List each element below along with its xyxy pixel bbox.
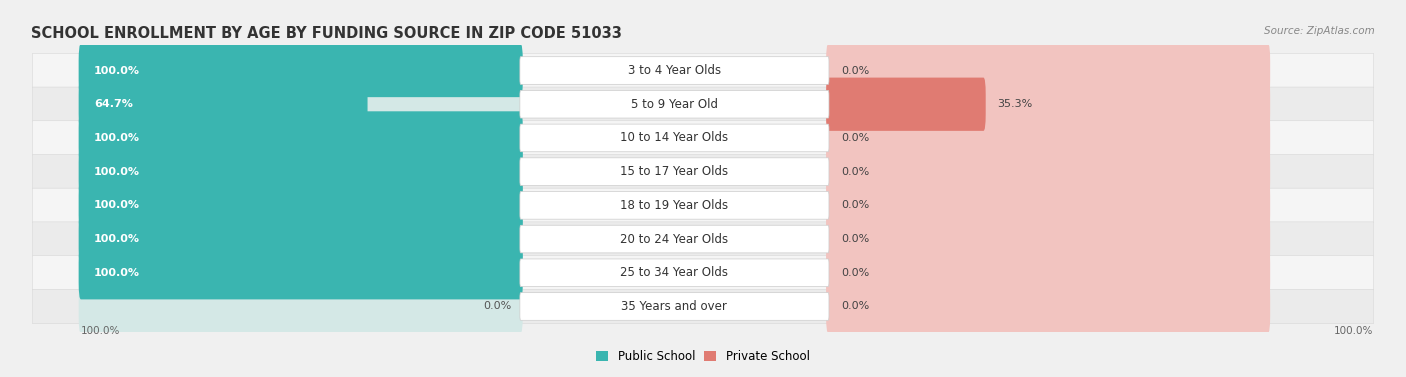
Text: 100.0%: 100.0%	[94, 234, 141, 244]
FancyBboxPatch shape	[520, 293, 830, 320]
Text: 35 Years and over: 35 Years and over	[621, 300, 727, 313]
Text: 100.0%: 100.0%	[82, 326, 121, 336]
Text: 5 to 9 Year Old: 5 to 9 Year Old	[631, 98, 718, 111]
FancyBboxPatch shape	[32, 155, 1374, 189]
FancyBboxPatch shape	[79, 212, 523, 266]
Text: 35.3%: 35.3%	[997, 99, 1032, 109]
Text: 100.0%: 100.0%	[94, 167, 141, 177]
Text: 0.0%: 0.0%	[842, 66, 870, 75]
FancyBboxPatch shape	[79, 145, 523, 198]
Text: 100.0%: 100.0%	[94, 200, 141, 210]
FancyBboxPatch shape	[827, 44, 1270, 97]
FancyBboxPatch shape	[79, 78, 523, 131]
FancyBboxPatch shape	[520, 158, 830, 185]
FancyBboxPatch shape	[520, 90, 830, 118]
FancyBboxPatch shape	[520, 225, 830, 253]
FancyBboxPatch shape	[79, 111, 523, 165]
FancyBboxPatch shape	[32, 289, 1374, 324]
Text: 100.0%: 100.0%	[94, 66, 141, 75]
FancyBboxPatch shape	[79, 111, 523, 165]
FancyBboxPatch shape	[827, 145, 1270, 198]
Text: 20 to 24 Year Olds: 20 to 24 Year Olds	[620, 233, 728, 245]
Text: SCHOOL ENROLLMENT BY AGE BY FUNDING SOURCE IN ZIP CODE 51033: SCHOOL ENROLLMENT BY AGE BY FUNDING SOUR…	[31, 26, 621, 41]
FancyBboxPatch shape	[827, 111, 1270, 165]
Text: 0.0%: 0.0%	[842, 133, 870, 143]
Text: 10 to 14 Year Olds: 10 to 14 Year Olds	[620, 132, 728, 144]
Text: 18 to 19 Year Olds: 18 to 19 Year Olds	[620, 199, 728, 212]
Text: Source: ZipAtlas.com: Source: ZipAtlas.com	[1264, 26, 1375, 37]
FancyBboxPatch shape	[79, 246, 523, 299]
FancyBboxPatch shape	[827, 280, 1270, 333]
FancyBboxPatch shape	[827, 78, 1270, 131]
FancyBboxPatch shape	[520, 57, 830, 84]
FancyBboxPatch shape	[520, 259, 830, 287]
FancyBboxPatch shape	[32, 121, 1374, 155]
FancyBboxPatch shape	[32, 256, 1374, 290]
FancyBboxPatch shape	[79, 179, 523, 232]
Text: 100.0%: 100.0%	[1334, 326, 1374, 336]
FancyBboxPatch shape	[827, 246, 1270, 299]
Text: 0.0%: 0.0%	[842, 167, 870, 177]
FancyBboxPatch shape	[79, 44, 523, 97]
Text: 0.0%: 0.0%	[842, 268, 870, 278]
FancyBboxPatch shape	[32, 53, 1374, 88]
FancyBboxPatch shape	[32, 222, 1374, 256]
Text: 100.0%: 100.0%	[94, 268, 141, 278]
Text: 25 to 34 Year Olds: 25 to 34 Year Olds	[620, 266, 728, 279]
Text: 3 to 4 Year Olds: 3 to 4 Year Olds	[628, 64, 721, 77]
FancyBboxPatch shape	[79, 145, 523, 198]
Legend: Public School, Private School: Public School, Private School	[596, 350, 810, 363]
Text: 0.0%: 0.0%	[484, 302, 512, 311]
Text: 15 to 17 Year Olds: 15 to 17 Year Olds	[620, 165, 728, 178]
FancyBboxPatch shape	[79, 44, 523, 97]
FancyBboxPatch shape	[79, 78, 367, 131]
FancyBboxPatch shape	[827, 78, 986, 131]
FancyBboxPatch shape	[79, 179, 523, 232]
Text: 0.0%: 0.0%	[842, 302, 870, 311]
Text: 0.0%: 0.0%	[842, 200, 870, 210]
FancyBboxPatch shape	[827, 212, 1270, 266]
Text: 0.0%: 0.0%	[842, 234, 870, 244]
FancyBboxPatch shape	[32, 87, 1374, 121]
FancyBboxPatch shape	[79, 280, 523, 333]
FancyBboxPatch shape	[520, 192, 830, 219]
FancyBboxPatch shape	[827, 179, 1270, 232]
FancyBboxPatch shape	[32, 188, 1374, 222]
FancyBboxPatch shape	[79, 212, 523, 266]
FancyBboxPatch shape	[520, 124, 830, 152]
Text: 100.0%: 100.0%	[94, 133, 141, 143]
FancyBboxPatch shape	[79, 246, 523, 299]
Text: 64.7%: 64.7%	[94, 99, 134, 109]
